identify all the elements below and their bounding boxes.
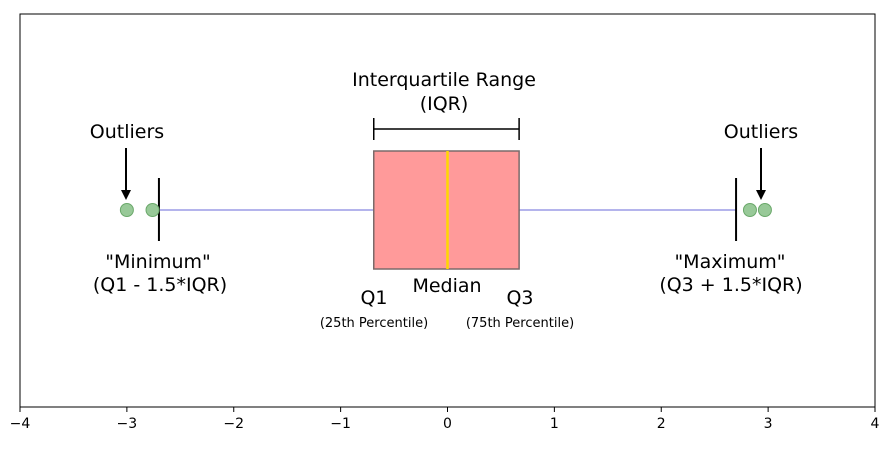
q3-description: (75th Percentile) [466, 316, 574, 331]
q1-label: Q1 [360, 287, 387, 309]
iqr-bracket [373, 118, 520, 140]
outlier-point [757, 203, 772, 217]
outlier-point [742, 203, 757, 217]
x-tick-label: 2 [657, 416, 666, 432]
x-tick-label: −3 [117, 416, 138, 432]
x-tick-label: 4 [871, 416, 880, 432]
minimum-formula: (Q1 - 1.5*IQR) [93, 274, 227, 296]
maximum-formula: (Q3 + 1.5*IQR) [659, 274, 802, 296]
median-label: Median [412, 275, 481, 297]
x-axis: −4 −3 −2 −1 0 1 2 3 4 [10, 407, 880, 432]
outlier-point [119, 203, 134, 217]
x-tick-label: −2 [223, 416, 244, 432]
outlier-points [119, 203, 772, 217]
iqr-abbrev: (IQR) [420, 93, 469, 115]
maximum-label: "Maximum" [674, 251, 785, 273]
outliers-left-label: Outliers [90, 121, 164, 143]
outlier-point [145, 203, 160, 217]
x-tick-label: 3 [764, 416, 773, 432]
x-tick-label: 1 [550, 416, 559, 432]
q1-description: (25th Percentile) [320, 316, 428, 331]
outliers-right-label: Outliers [724, 121, 798, 143]
q3-label: Q3 [506, 287, 533, 309]
iqr-title: Interquartile Range [352, 69, 536, 91]
minimum-label: "Minimum" [105, 251, 211, 273]
x-tick-label: −4 [10, 416, 31, 432]
x-tick-label: 0 [443, 416, 452, 432]
x-tick-label: −1 [330, 416, 351, 432]
